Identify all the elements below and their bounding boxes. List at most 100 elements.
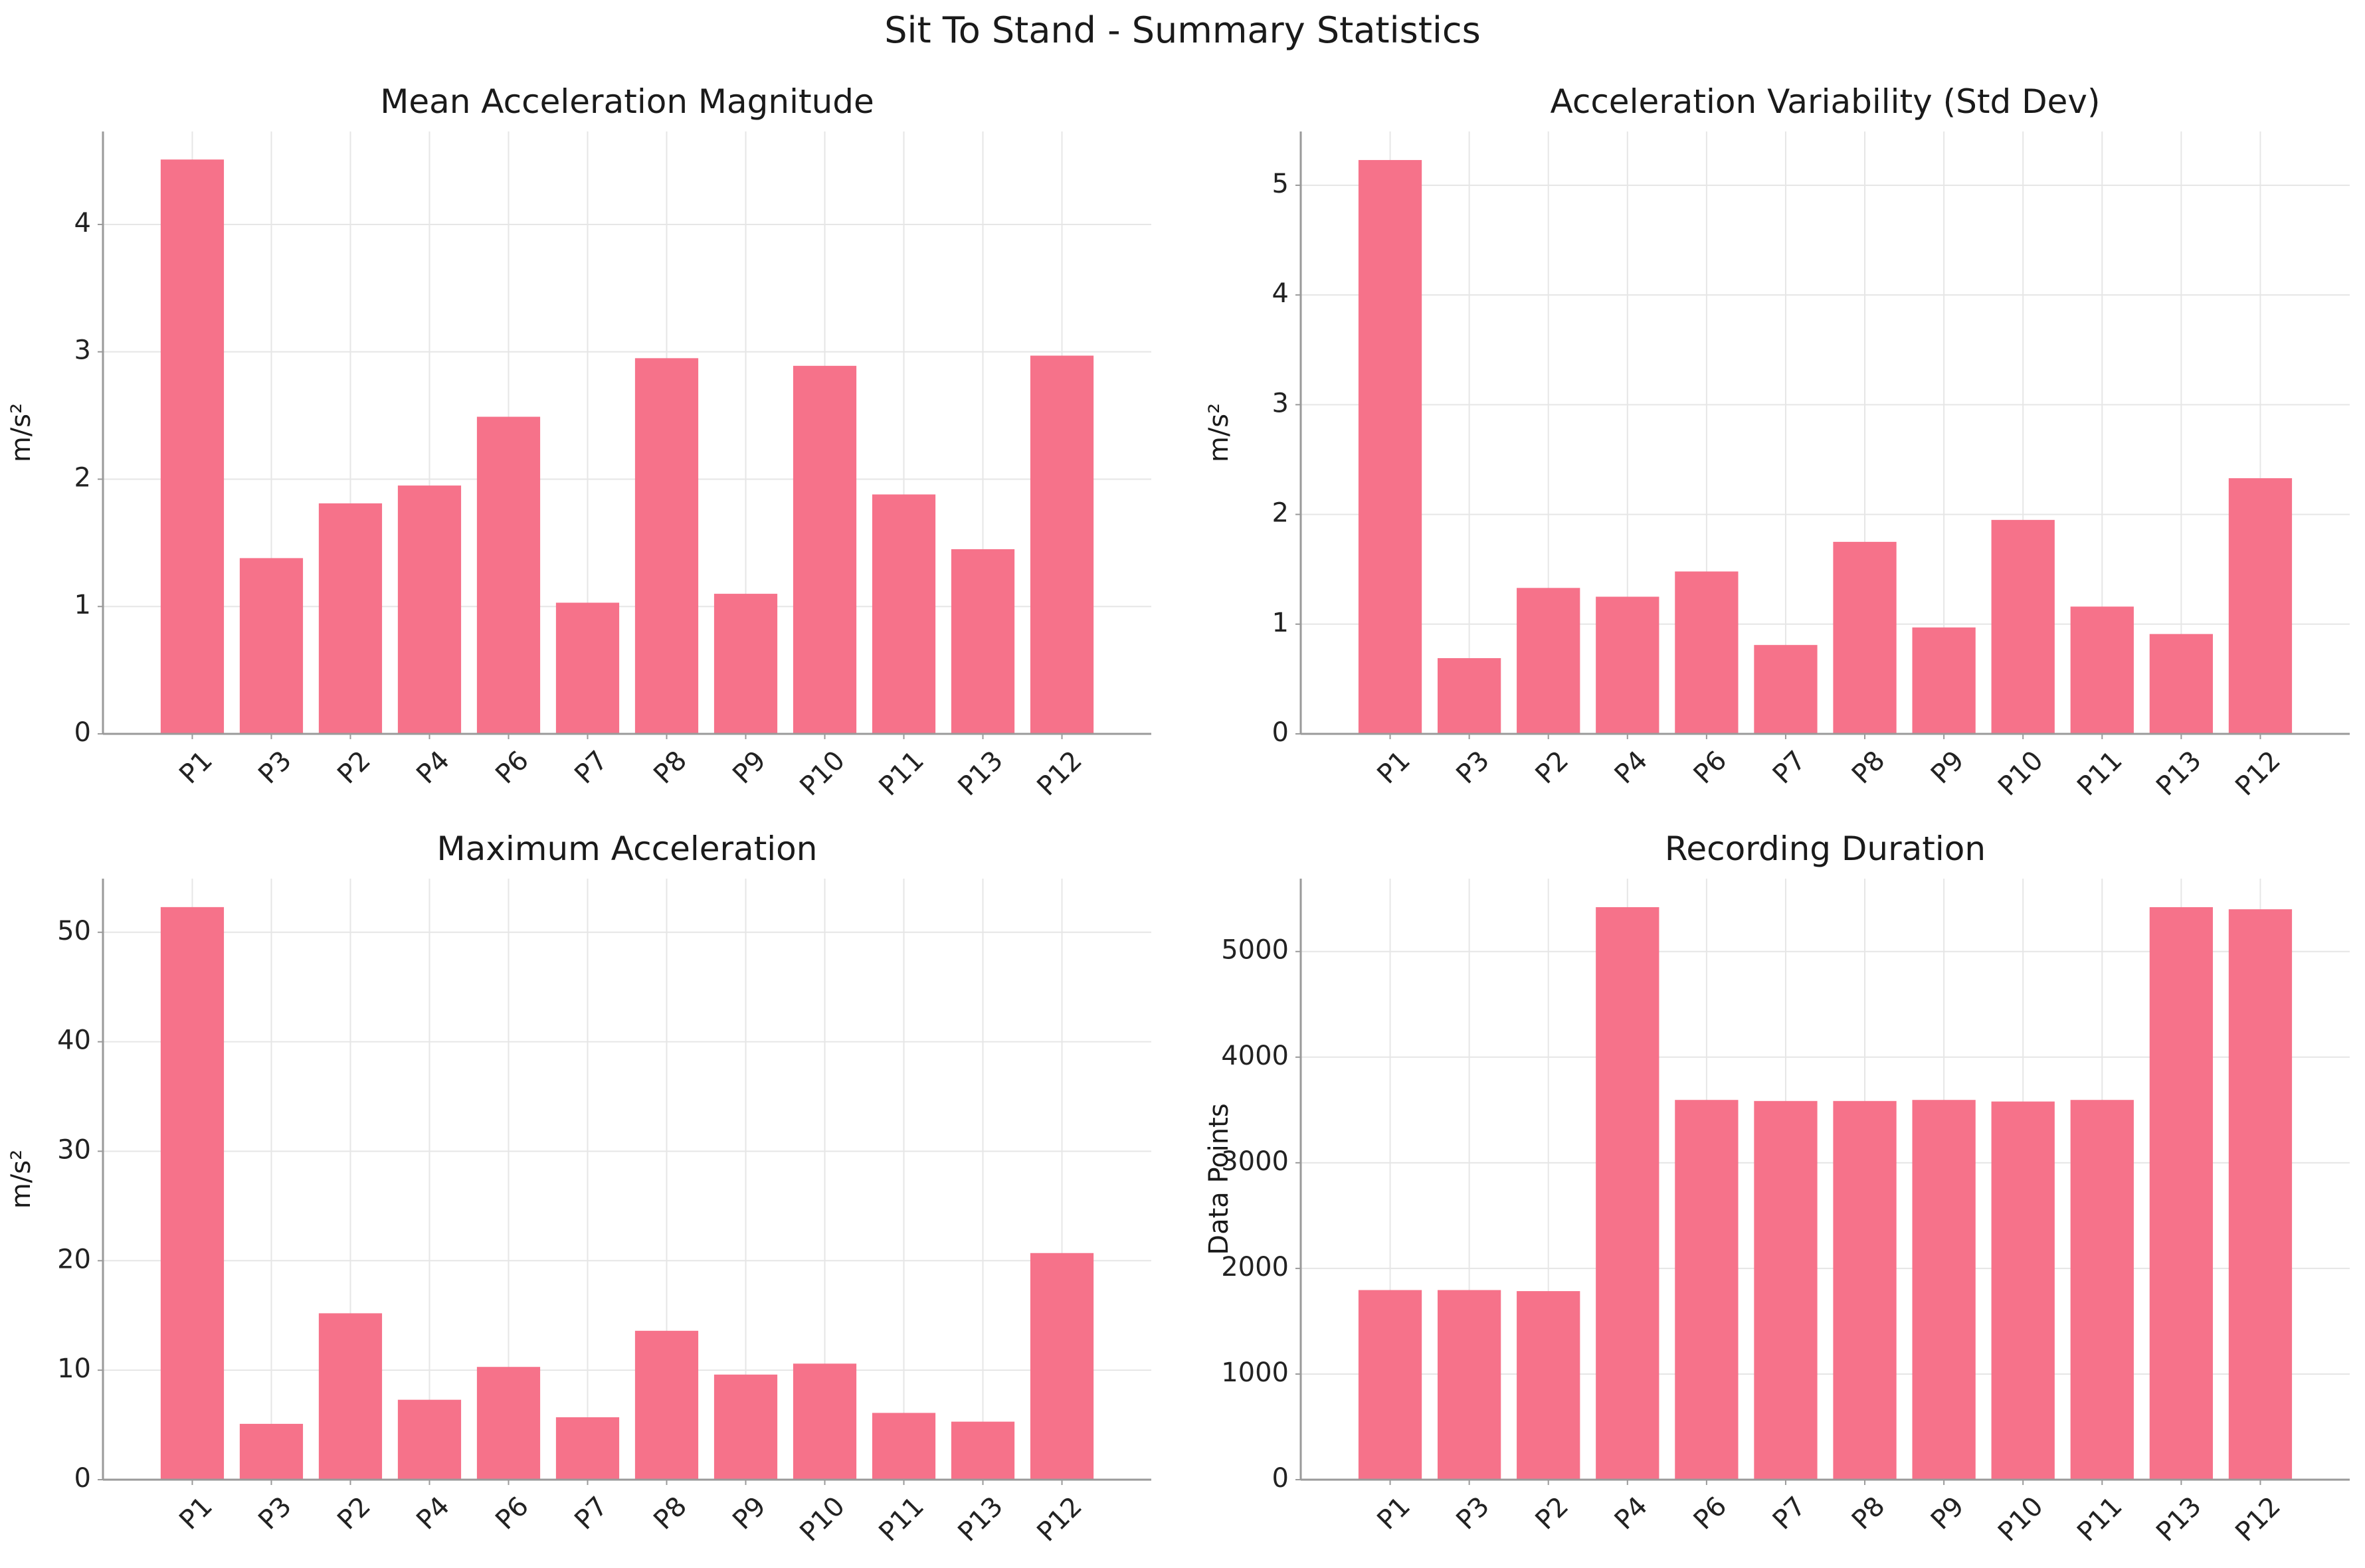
bar-P4 [1596,907,1659,1480]
x-tick-label: P1 [1371,745,1416,790]
bar-P2 [318,1313,383,1480]
x-tick-label: P1 [173,745,219,790]
x-tick-label: P8 [1846,1491,1891,1536]
y-tick-label: 4000 [1221,1041,1289,1071]
bar-P10 [1991,1101,2055,1480]
x-tick-label: P12 [2229,1491,2287,1548]
bar-P10 [793,1363,857,1480]
x-tick-label: P3 [252,1491,298,1536]
y-tick-label: 10 [57,1353,91,1384]
x-tick-label: P6 [1688,745,1733,790]
bar-P7 [1754,645,1818,734]
y-tick-label: 5 [1272,169,1289,199]
bar-P3 [239,558,304,734]
bar-P12 [1030,355,1094,734]
bar-P13 [951,1421,1015,1480]
y-tick-label: 20 [57,1244,91,1274]
bar-P6 [476,1367,541,1480]
x-tick-label: P12 [1031,1491,1088,1548]
x-tick-label: P4 [1609,745,1654,790]
bar-P6 [476,416,541,734]
x-tick-label: P7 [569,745,614,790]
x-tick-label: P6 [1688,1491,1733,1536]
x-tick-label: P2 [1530,1491,1575,1536]
bar-P4 [397,1399,462,1480]
y-tick-label: 2 [74,462,91,493]
x-tick-label: P7 [1767,1491,1812,1536]
bar-P7 [555,602,620,734]
x-tick-label: P11 [2071,1491,2128,1548]
y-tick-label: 50 [57,916,91,946]
bar-P9 [1912,1100,1976,1480]
bar-P11 [2070,1100,2134,1480]
chart-panel-4: 0 1000 2000 3000 4000 5000 P1 P3 P2 P4 P6 P7 P8 P9 P10… [1204,829,2350,1547]
x-tick-label: P11 [2071,745,2128,802]
bar-P8 [1833,541,1897,734]
bar-P6 [1675,571,1739,734]
x-tick-label: P9 [1925,1491,1970,1536]
x-tick-label: P6 [490,1491,535,1536]
x-tick-label: P10 [1992,1491,2049,1548]
y-tick-label: 4 [74,208,91,238]
bar-P13 [2149,634,2214,734]
bar-P11 [872,1413,936,1480]
x-tick-label: P12 [1031,745,1088,802]
x-tick-label: P13 [952,745,1009,802]
chart-panel-1: 0 1 2 3 4 P1 P3 P2 P4 P6 P7 P8 P9 P10 P11 P13 P12 Mean Ac… [6,82,1151,802]
y-tick-label: 0 [1272,717,1289,748]
figure-title: Sit To Stand - Summary Statistics [884,9,1481,51]
x-tick-label: P2 [331,1491,377,1536]
x-tick-label: P4 [1609,1491,1654,1536]
y-tick-label: 4 [1272,278,1289,309]
x-tick-label: P10 [794,1491,851,1548]
panel-title: Recording Duration [1665,829,1986,868]
x-tick-label: P13 [2150,1491,2208,1548]
bar-P2 [318,503,383,734]
x-tick-label: P8 [1846,745,1891,790]
x-tick-label: P9 [727,1491,772,1536]
bar-P2 [1517,1291,1580,1480]
y-tick-label: 3 [1272,388,1289,418]
x-tick-label: P1 [173,1491,219,1536]
x-tick-label: P10 [794,745,851,802]
x-tick-label: P11 [873,1491,930,1548]
x-tick-label: P3 [1450,1491,1495,1536]
x-tick-label: P2 [1530,745,1575,790]
y-tick-label: 3 [74,335,91,366]
bar-P13 [951,549,1015,734]
y-axis-label: m/s² [6,403,37,462]
panel-title: Mean Acceleration Magnitude [380,82,874,121]
y-axis-label: Data Points [1204,1103,1234,1255]
bar-P8 [634,358,699,734]
bar-P8 [1833,1100,1897,1480]
x-tick-label: P4 [411,1491,456,1536]
bar-P9 [713,1374,778,1480]
x-tick-label: P11 [873,745,930,802]
x-tick-label: P9 [727,745,772,790]
x-tick-label: P10 [1992,745,2049,802]
bar-P7 [555,1417,620,1480]
y-tick-label: 0 [74,717,91,748]
chart-panel-2: 0 1 2 3 4 5 P1 P3 P2 P4 P6 P7 P8 P9 P10 P11 P13 P12 Accele… [1204,82,2350,802]
bar-P1 [1358,1290,1422,1480]
bar-P1 [1358,159,1422,734]
bar-P3 [239,1423,304,1480]
x-tick-label: P1 [1371,1491,1416,1536]
bar-P10 [793,365,857,734]
y-tick-label: 0 [1272,1463,1289,1494]
bar-P4 [397,485,462,734]
x-tick-label: P6 [490,745,535,790]
bar-P10 [1991,519,2055,734]
bar-P13 [2149,907,2214,1480]
bar-P7 [1754,1100,1818,1480]
x-tick-label: P13 [952,1491,1009,1548]
y-tick-label: 2 [1272,498,1289,529]
x-tick-label: P7 [1767,745,1812,790]
bar-P9 [1912,627,1976,734]
panel-title: Maximum Acceleration [437,829,818,868]
y-tick-label: 2000 [1221,1252,1289,1282]
bar-P12 [2228,909,2293,1480]
y-tick-label: 1 [74,590,91,620]
x-tick-label: P2 [331,745,377,790]
